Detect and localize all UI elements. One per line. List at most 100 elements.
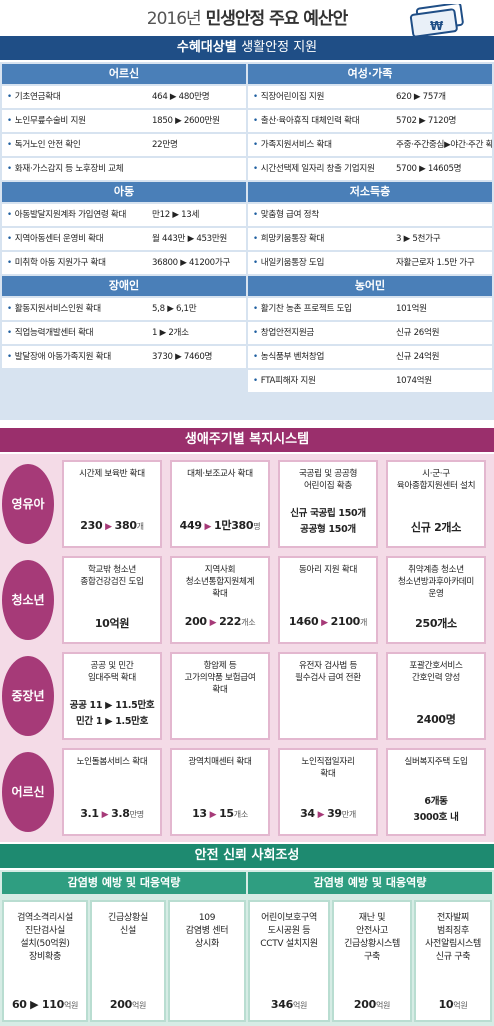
section-banner-safety: 안전 신뢰 사회조성 bbox=[0, 844, 494, 868]
item-value: 1074억원 bbox=[396, 376, 432, 386]
card-text: 확대 bbox=[212, 685, 228, 695]
sub-header-left: 감염병 예방 및 대응역량 bbox=[2, 872, 246, 894]
card-text: 전자발찌 bbox=[437, 913, 469, 923]
card-value: 60 ▶ 110억원 bbox=[4, 998, 86, 1012]
item-value: 5,8 ▶ 6,1만 bbox=[152, 304, 197, 314]
value-unit: 개소 bbox=[233, 810, 248, 819]
card-text: 어린이집 확충 bbox=[303, 481, 353, 491]
value-unit: 개소 bbox=[241, 618, 256, 627]
card-text: 시간제 보육반 확대 bbox=[79, 469, 145, 479]
card-text: 항암제 등 bbox=[203, 661, 237, 671]
program-card: 노인돌봄서비스 확대 3.1 ▶ 3.8만명 bbox=[62, 748, 162, 836]
card-value: 6개동 bbox=[424, 796, 448, 807]
safety-card: 재난 및 안전사고 긴급상황시스템 구축 200억원 bbox=[332, 900, 412, 1022]
item-label: 내일키움통장 도입 bbox=[260, 258, 325, 268]
item-value: 주중·주간중심▶야간·주간 확대 bbox=[396, 140, 492, 150]
right-column: 여성·가족직장어린이집 지원 620 ▶ 757개출산·육아휴직 대체인력 확대 5… bbox=[248, 62, 492, 392]
card-value: 민간 1 ▶ 1.5만호 bbox=[75, 716, 149, 727]
card-value: 신규 2개소 bbox=[410, 521, 462, 534]
item-value: 1850 ▶ 2600만원 bbox=[152, 116, 220, 126]
card-value: 346억원 bbox=[250, 998, 328, 1012]
program-card: 실버복지주택 도입 6개동 3000호 내 bbox=[386, 748, 486, 836]
safety-card: 전자발찌 범죄징후 사전알림시스템 신규 구축 10억원 bbox=[414, 900, 492, 1022]
safety-card: 109 감염병 센터 상시화 bbox=[168, 900, 246, 1022]
group-header: 어르신 bbox=[2, 64, 246, 84]
card-text-block: 재난 및 안전사고 긴급상황시스템 구축 bbox=[334, 912, 410, 964]
item-label: 기초연금확대 bbox=[14, 92, 61, 102]
value-to: 15 bbox=[219, 807, 234, 820]
card-text: 확대 bbox=[212, 589, 228, 599]
value-number: 346 bbox=[270, 998, 293, 1011]
value-unit: 명 bbox=[253, 522, 261, 531]
item-value: 월 443만 ▶ 453만원 bbox=[152, 234, 228, 244]
card-value: 3000호 내 bbox=[413, 812, 459, 823]
card-text: 신설 bbox=[120, 926, 136, 936]
item-label: FTA피해자 지원 bbox=[260, 376, 316, 386]
card-text: 검역소격리시설 bbox=[17, 913, 73, 923]
item-label: 지역아동센터 운영비 확대 bbox=[14, 234, 104, 244]
lifecycle-row: 영유아 시간제 보육반 확대 230 ▶ 380개 대체·보조교사 확대 449 ▶ 1… bbox=[2, 458, 492, 550]
item-label: 직업능력개발센터 확대 bbox=[14, 328, 94, 338]
item-label: 시간선택제 일자리 창출 기업지원 bbox=[260, 164, 375, 174]
card-text: 시·군·구 bbox=[422, 469, 450, 479]
group-header: 농어민 bbox=[248, 276, 492, 296]
card-text: 긴급상황시스템 bbox=[344, 939, 400, 949]
arrow-icon: ▶ bbox=[206, 618, 220, 628]
card-text: 재난 및 bbox=[358, 913, 386, 923]
safety-card: 긴급상황실 신설 200억원 bbox=[90, 900, 166, 1022]
value-number: 60 ▶ 110 bbox=[11, 998, 64, 1011]
stage-label: 청소년 bbox=[2, 560, 54, 640]
list-item: 창업안전지원금 신규 26억원 bbox=[248, 322, 492, 344]
card-value: 200 ▶ 222개소 bbox=[172, 616, 268, 629]
item-label: 화재·가스감지 등 노후장비 교체 bbox=[14, 164, 124, 174]
card-value: 2400명 bbox=[416, 713, 456, 726]
card-text: 노인돌봄서비스 확대 bbox=[76, 757, 148, 767]
list-item: 활동지원서비스인원 확대 5,8 ▶ 6,1만 bbox=[2, 298, 246, 320]
safety-card: 어린이보호구역 도시공원 등 CCTV 설치지원 346억원 bbox=[248, 900, 330, 1022]
banner-light: 생활안정 지원 bbox=[241, 40, 318, 55]
item-value: 신규 26억원 bbox=[396, 328, 440, 338]
card-text: 도시공원 등 bbox=[267, 926, 311, 936]
list-item: 가족지원서비스 확대 주중·주간중심▶야간·주간 확대 bbox=[248, 134, 492, 156]
item-value: 만12 ▶ 13세 bbox=[152, 210, 200, 220]
item-label: 아동발달지원계좌 가입연령 확대 bbox=[14, 210, 127, 220]
card-text-block: 전자발찌 범죄징후 사전알림시스템 신규 구축 bbox=[416, 912, 490, 964]
value-from: 200 bbox=[184, 615, 207, 628]
card-text: 진단검사실 bbox=[25, 926, 65, 936]
safety-section: 감염병 예방 및 대응역량 감염병 예방 및 대응역량 검역소격리시설 진단검사실… bbox=[0, 870, 494, 1026]
item-label: 직장어린이집 지원 bbox=[260, 92, 325, 102]
card-text: 운영 bbox=[428, 589, 444, 599]
value-unit: 억원 bbox=[292, 1001, 308, 1010]
value-from: 13 bbox=[192, 807, 207, 820]
title-year: 2016년 bbox=[146, 9, 202, 29]
card-text: 구축 bbox=[364, 952, 380, 962]
card-text: 필수검사 급여 전환 bbox=[295, 673, 361, 683]
section-banner-lifecycle: 생애주기별 복지시스템 bbox=[0, 428, 494, 452]
title-text: 민생안정 주요 예산안 bbox=[205, 9, 349, 29]
card-text: 긴급상황실 bbox=[108, 913, 148, 923]
value-to: 1만380 bbox=[214, 519, 254, 532]
list-item: FTA피해자 지원 1074억원 bbox=[248, 370, 492, 392]
program-card: 취약계층 청소년 청소년방과후아카데미 운영 250개소 bbox=[386, 556, 486, 644]
program-card: 항암제 등 고가의약품 보험급여 확대 bbox=[170, 652, 270, 740]
arrow-icon: ▶ bbox=[314, 810, 328, 820]
group-header: 장애인 bbox=[2, 276, 246, 296]
value-unit: 억원 bbox=[375, 1001, 391, 1010]
card-value: 13 ▶ 15개소 bbox=[172, 808, 268, 821]
item-value: 신규 24억원 bbox=[396, 352, 440, 362]
item-label: 독거노인 안전 확인 bbox=[14, 140, 81, 150]
program-card: 포괄간호서비스 간호인력 양성 2400명 bbox=[386, 652, 486, 740]
value-from: 34 bbox=[300, 807, 315, 820]
card-value: 250개소 bbox=[415, 617, 457, 630]
program-card: 공공 및 민간 임대주택 확대 공공 11 ▶ 11.5만호 민간 1 ▶ 1.5만호 bbox=[62, 652, 162, 740]
list-item: 화재·가스감지 등 노후장비 교체 bbox=[2, 158, 246, 180]
card-value: 공공형 150개 bbox=[300, 524, 356, 535]
card-text: 취약계층 청소년 bbox=[408, 565, 464, 575]
group-header: 아동 bbox=[2, 182, 246, 202]
item-value: 464 ▶ 480만명 bbox=[152, 92, 210, 102]
value-number: 10 bbox=[438, 998, 454, 1011]
stage-label: 영유아 bbox=[2, 464, 54, 544]
card-text: 지역사회 bbox=[204, 565, 236, 575]
item-label: 희망키움통장 확대 bbox=[260, 234, 325, 244]
